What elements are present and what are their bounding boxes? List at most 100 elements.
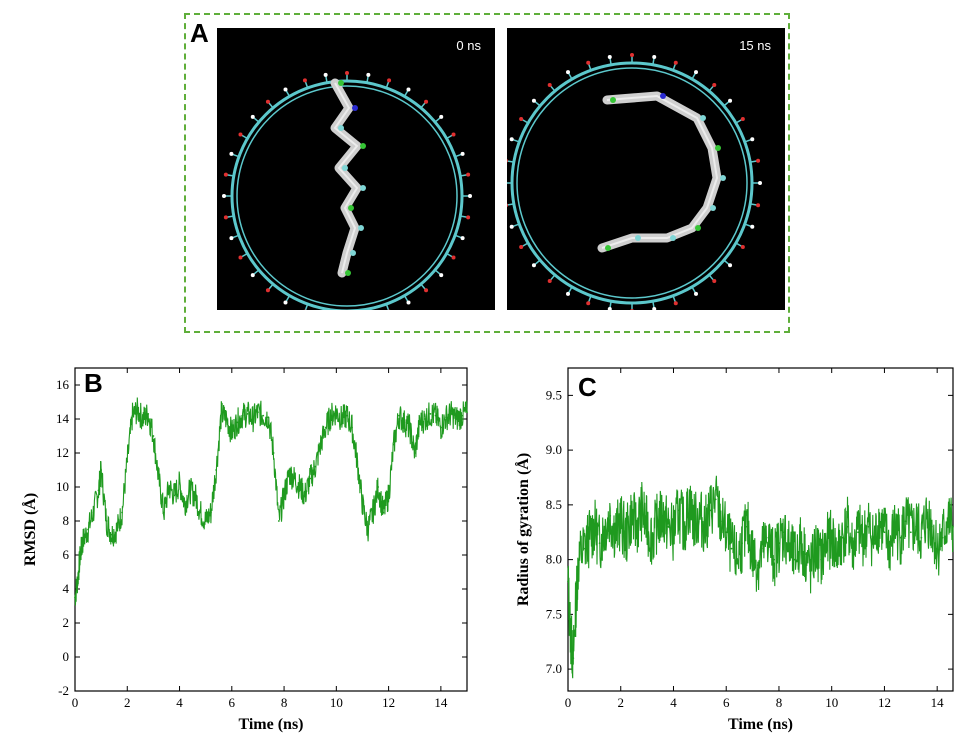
sidechain-atom (338, 125, 344, 131)
ring-atom (547, 82, 552, 87)
data-point (455, 418, 458, 420)
data-point (841, 536, 844, 539)
data-point (814, 547, 817, 550)
sidechain-atom (350, 250, 356, 256)
x-tick-label: 0 (72, 695, 79, 710)
ring-atom (238, 132, 243, 137)
data-point (799, 542, 801, 545)
x-tick-label: 4 (670, 695, 677, 710)
data-point (830, 536, 833, 539)
data-point (952, 525, 954, 528)
ring-atom (531, 98, 536, 103)
data-point (74, 596, 76, 599)
ring-atom (406, 300, 411, 305)
data-point (162, 511, 165, 514)
data-point (730, 547, 733, 550)
data-point (105, 520, 108, 522)
data-point (277, 520, 280, 522)
snapshot-time-label: 15 ns (739, 38, 771, 53)
ring-atom (694, 70, 698, 75)
data-point (194, 494, 197, 497)
ring-atom (740, 245, 745, 249)
y-tick-label: 16 (56, 377, 70, 392)
ring-atom (519, 245, 524, 249)
ring-atom (466, 215, 471, 220)
data-point (851, 547, 854, 550)
ring-atom (547, 279, 552, 284)
data-point (361, 503, 364, 505)
ring-atom (238, 255, 243, 260)
data-point (756, 564, 759, 566)
data-point (142, 418, 144, 420)
data-point (646, 525, 649, 528)
ring-atom (223, 215, 228, 220)
ring-atom (439, 114, 444, 119)
data-point (377, 486, 380, 488)
data-point (899, 536, 902, 539)
ring-atom (509, 137, 514, 142)
cyclic-ring-15ns (507, 53, 762, 310)
y-tick-label: 6 (63, 547, 70, 562)
data-point (767, 536, 770, 539)
ring-atom (460, 236, 465, 241)
sidechain-atom (352, 105, 358, 111)
data-point (698, 514, 701, 517)
ring-backbone-inner (236, 85, 458, 307)
data-point (582, 547, 585, 550)
data-point (439, 426, 442, 429)
data-point (720, 520, 722, 523)
ring-atom (222, 194, 226, 198)
data-point (345, 414, 348, 417)
ring-atom (652, 307, 657, 310)
data-point (445, 416, 447, 419)
x-tick-label: 14 (931, 695, 945, 710)
sidechain-atom (720, 175, 726, 181)
y-tick-label: 9.0 (546, 442, 562, 457)
data-point (382, 511, 385, 514)
ring-atom (607, 54, 612, 59)
ring-atom (283, 87, 288, 92)
data-point (688, 503, 691, 506)
sidechain-atom (360, 143, 366, 149)
data-point (387, 494, 390, 497)
data-point (609, 514, 612, 517)
data-point (656, 520, 659, 523)
ring-atom (750, 137, 755, 142)
data-point (251, 418, 254, 420)
ring-atom (250, 273, 255, 278)
helix-highlight (601, 94, 719, 249)
data-point (915, 525, 917, 528)
data-point (857, 531, 859, 534)
y-tick-label: 8.5 (546, 497, 562, 512)
data-point (614, 531, 617, 534)
data-point (772, 558, 775, 561)
data-point (575, 602, 577, 605)
ring-atom (758, 181, 762, 185)
molecule-0ns-render (222, 71, 472, 310)
x-tick-label: 2 (617, 695, 624, 710)
data-point (741, 542, 743, 545)
snapshot-time-label: 0 ns (456, 38, 481, 53)
ring-backbone-inner (516, 67, 748, 299)
ring-atom (630, 309, 634, 310)
sidechain-atom (342, 165, 348, 171)
data-point (883, 531, 886, 534)
data-point (366, 528, 369, 531)
data-point (672, 531, 675, 534)
data-point (340, 418, 343, 420)
ring-atom (265, 99, 270, 104)
ring-atom (250, 114, 255, 119)
ring-atom (451, 255, 456, 260)
y-tick-label: 2 (63, 615, 70, 630)
panel-label-b: B (84, 368, 103, 398)
ring-atom (283, 300, 288, 305)
data-point (424, 418, 427, 420)
panel-a-frame (184, 13, 790, 333)
data-point (569, 635, 572, 638)
data-point (466, 411, 468, 414)
ring-atom (424, 288, 429, 293)
ring-atom (265, 288, 270, 293)
data-point (215, 469, 218, 471)
x-tick-label: 10 (330, 695, 343, 710)
